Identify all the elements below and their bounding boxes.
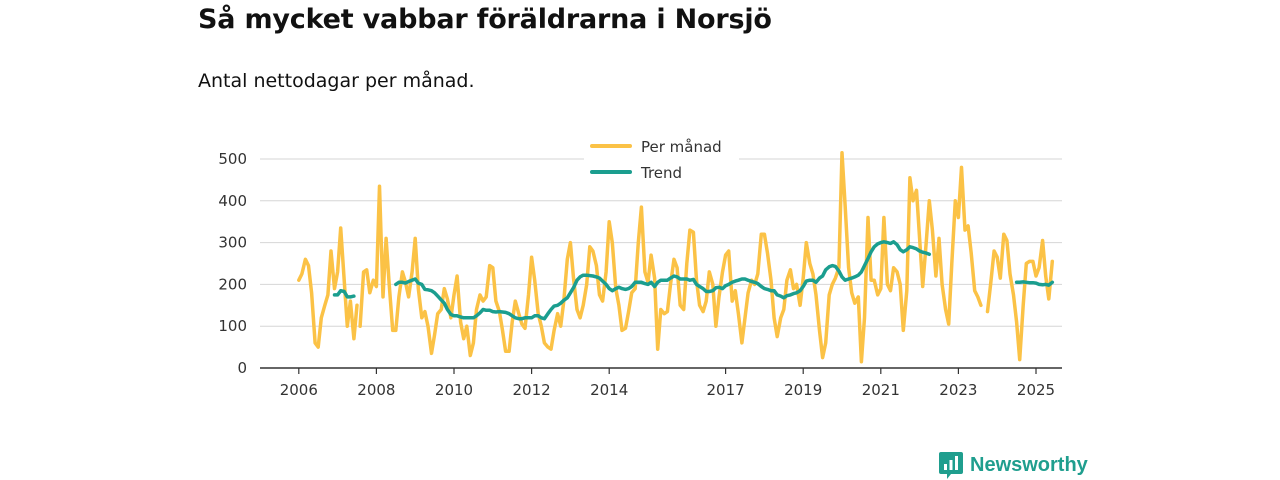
chart-subtitle: Antal nettodagar per månad.: [198, 70, 475, 92]
x-tick-label-2019: 2019: [784, 381, 822, 399]
x-tick-label-2021: 2021: [862, 381, 900, 399]
newsworthy-brand-name: Newsworthy: [970, 453, 1088, 476]
y-tick-label-400: 400: [218, 192, 247, 210]
x-tick-label-2006: 2006: [280, 381, 318, 399]
series-line-per-manad-segment-2: [358, 150, 983, 364]
y-tick-label-300: 300: [218, 234, 247, 252]
series-line-trend-segment-2: [394, 240, 932, 321]
newsworthy-logo-icon: [939, 452, 963, 479]
series-line-trend-segment-1: [332, 288, 356, 299]
series-line-per-manad-segment-1: [297, 226, 359, 349]
x-tick-label-2014: 2014: [590, 381, 628, 399]
series-lines: [297, 150, 1055, 364]
legend-background: [584, 132, 739, 184]
chart-title: Så mycket vabbar föräldrarna i Norsjö: [198, 4, 772, 35]
x-tick-label-2023: 2023: [939, 381, 977, 399]
legend-label-per-manad: Per månad: [641, 138, 722, 156]
y-tick-label-500: 500: [218, 150, 247, 168]
x-tick-label-2010: 2010: [435, 381, 473, 399]
series-line-trend-segment-3: [1014, 280, 1055, 287]
x-tick-label-2008: 2008: [357, 381, 395, 399]
y-tick-label-100: 100: [218, 317, 247, 335]
newsworthy-logo: Newsworthy: [938, 450, 1088, 480]
x-tick-label-2012: 2012: [513, 381, 551, 399]
x-tick-label-2017: 2017: [707, 381, 745, 399]
x-tick-label-2025: 2025: [1017, 381, 1055, 399]
legend: Per månad Trend: [584, 132, 739, 184]
y-axis-ticks: 0 100 200 300 400 500: [218, 150, 247, 377]
y-tick-label-0: 0: [237, 359, 247, 377]
x-axis-ticks: 2006 2008 2010 2012 2014 2017 2019 2021 2023 2025: [280, 368, 1055, 399]
legend-label-trend: Trend: [640, 164, 682, 182]
series-line-per-manad-segment-3: [985, 232, 1055, 362]
y-tick-label-200: 200: [218, 275, 247, 293]
